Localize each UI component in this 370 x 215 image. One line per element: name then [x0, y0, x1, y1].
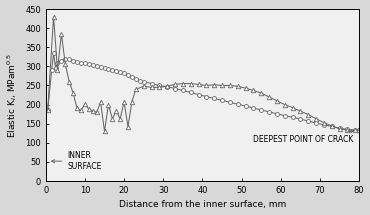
- Text: DEEPEST POINT OF CRACK: DEEPEST POINT OF CRACK: [253, 130, 354, 144]
- X-axis label: Distance from the inner surface, mm: Distance from the inner surface, mm: [119, 200, 286, 209]
- Text: INNER
SURFACE: INNER SURFACE: [51, 151, 102, 171]
- Y-axis label: Elastic K$_I$, MPam$^{0.5}$: Elastic K$_I$, MPam$^{0.5}$: [6, 52, 20, 138]
